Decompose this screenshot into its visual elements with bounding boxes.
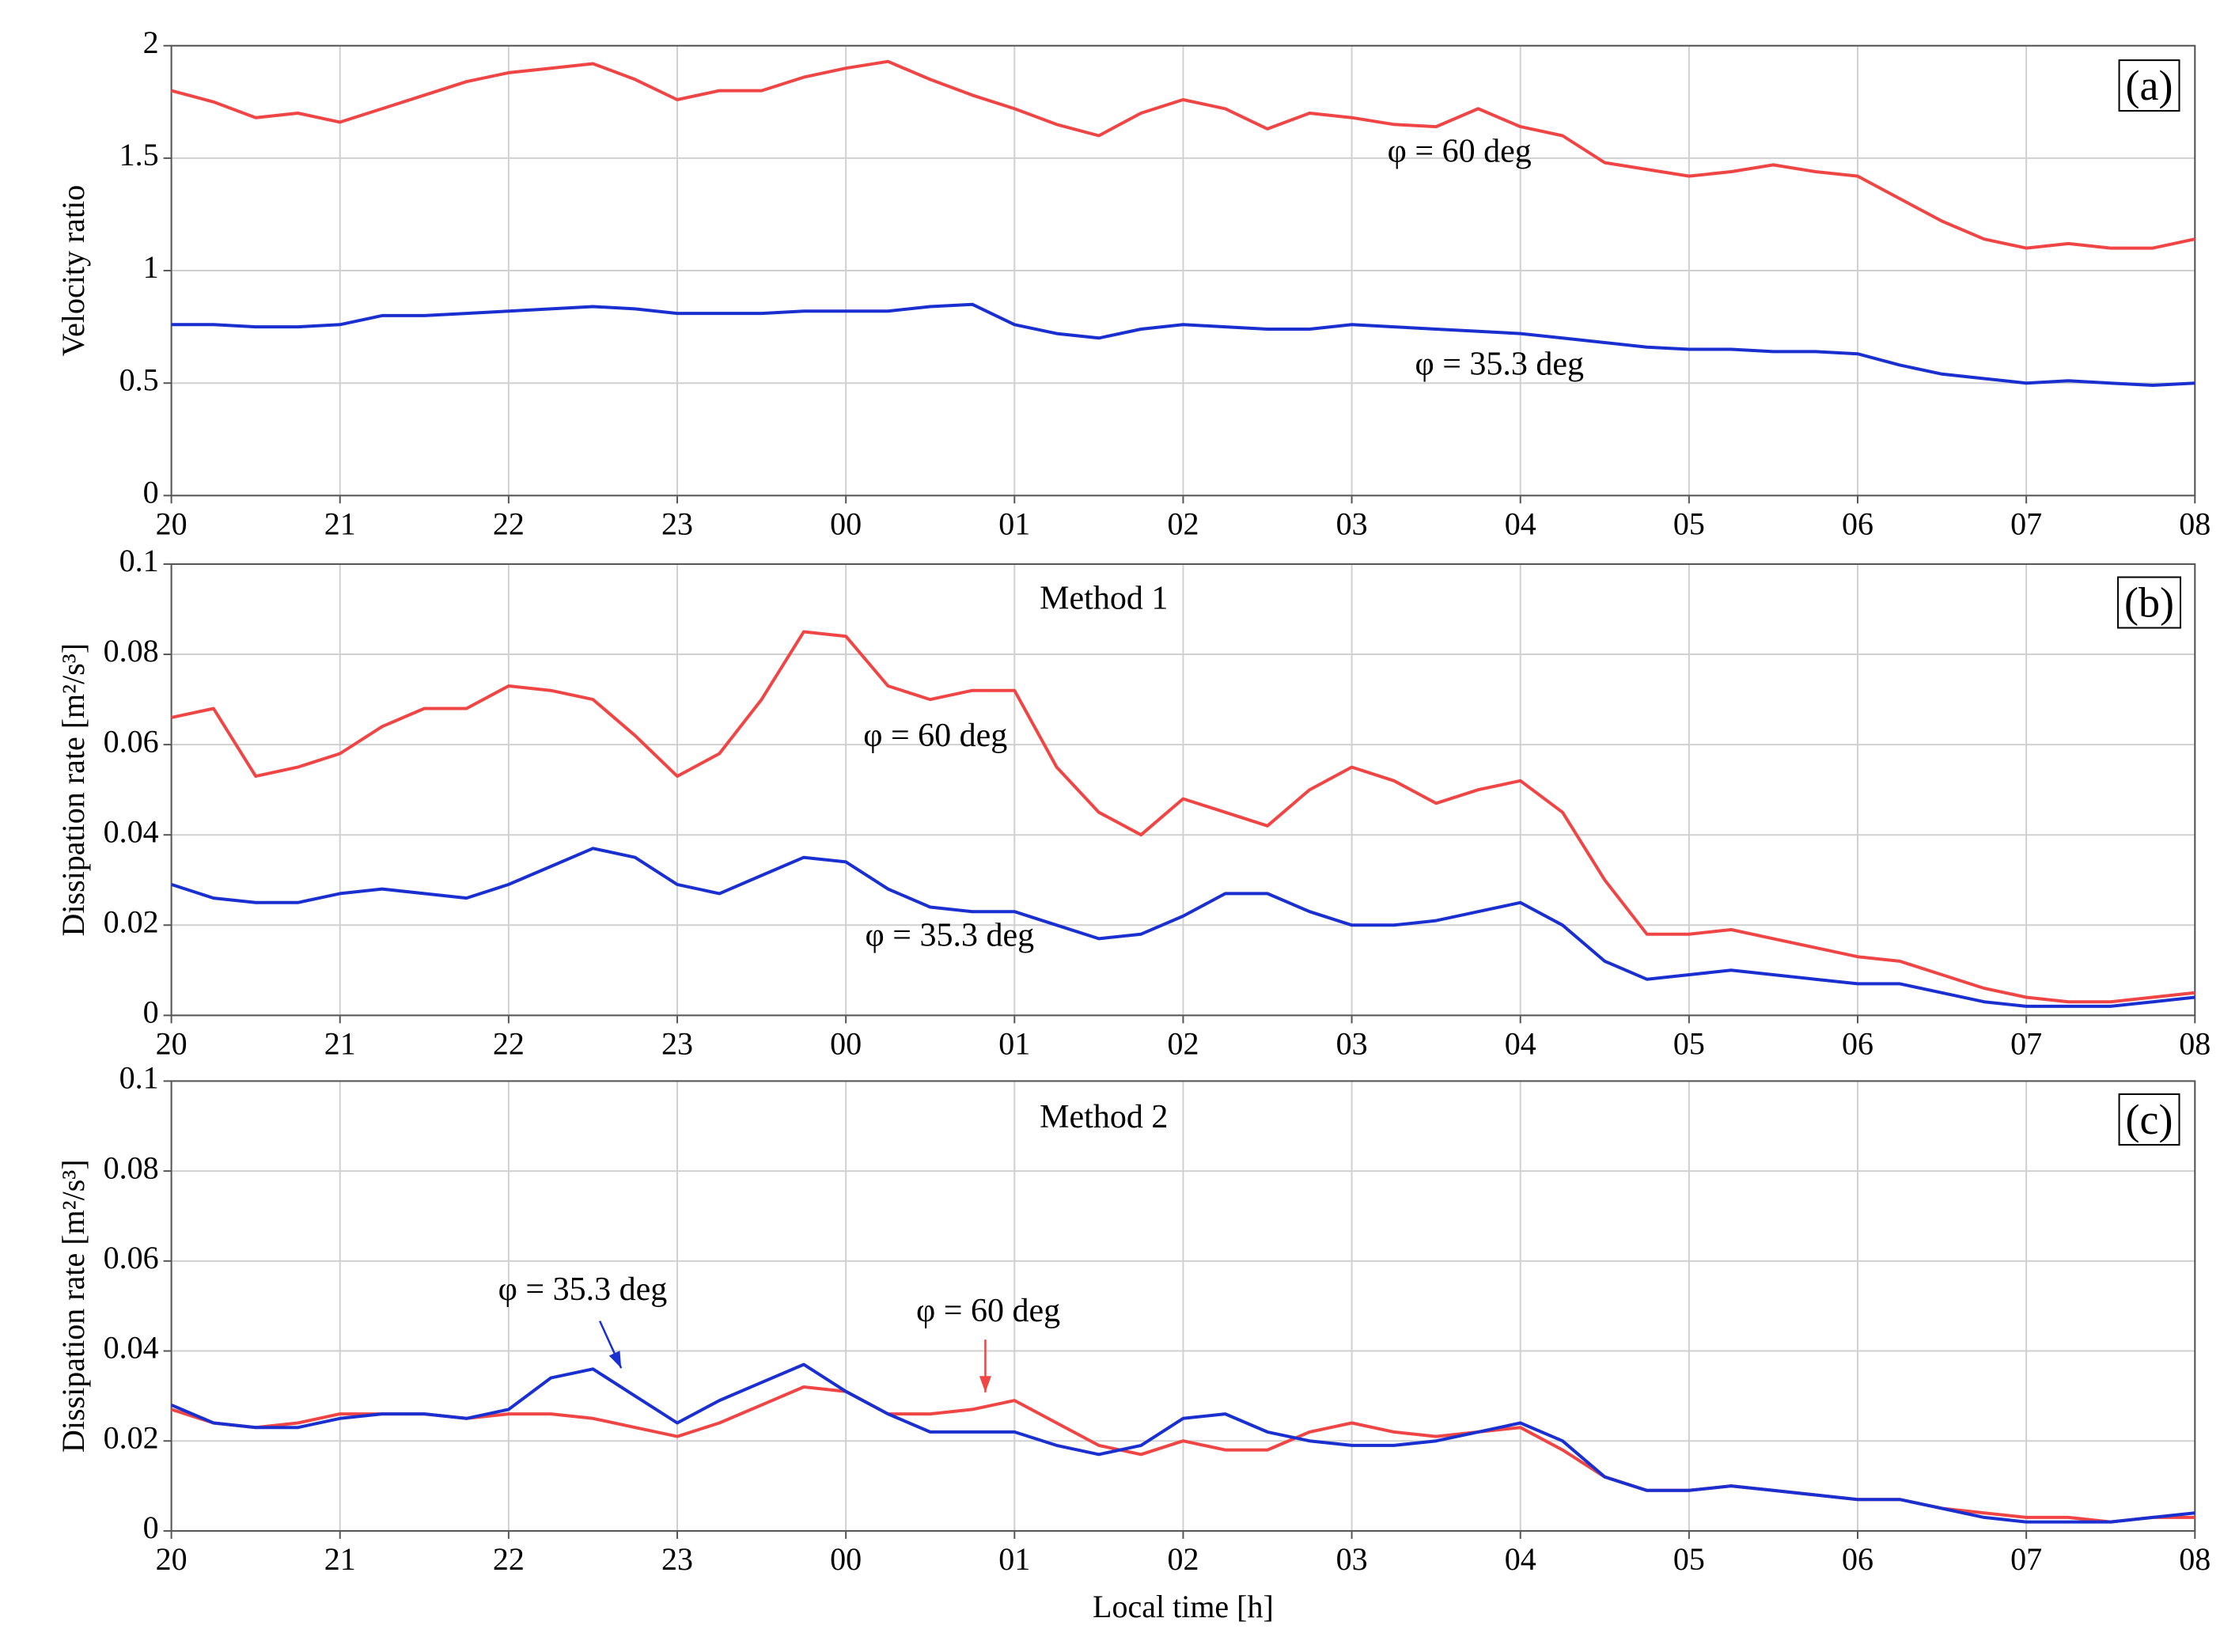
- x-tick-label: 23: [661, 506, 693, 542]
- x-tick-label: 06: [1842, 506, 1873, 542]
- x-tick-label: 03: [1336, 506, 1368, 542]
- annotation: φ = 35.3 deg: [498, 1271, 668, 1308]
- arrow-head: [608, 1351, 622, 1369]
- y-tick-label: 0.1: [119, 1060, 159, 1096]
- y-tick-label: 0: [143, 1510, 159, 1545]
- y-tick-label: 0.06: [104, 723, 159, 759]
- x-tick-label: 08: [2179, 1541, 2211, 1577]
- x-tick-label: 08: [2179, 506, 2211, 542]
- x-tick-label: 00: [830, 1541, 862, 1577]
- data-line: [170, 847, 2195, 1008]
- x-tick-label: 07: [2010, 1541, 2042, 1577]
- x-tick-label: 01: [998, 1541, 1030, 1577]
- x-tick-label: 02: [1167, 1541, 1199, 1577]
- annotation: φ = 60 deg: [916, 1293, 1060, 1329]
- panel: 20 21 22 23 00 01 02 03 04 05 06 07 08 0 0.02 0.04 0.06 0…: [55, 543, 2211, 1061]
- plot-frame: [170, 563, 2196, 1017]
- y-axis-label: Velocity ratio: [55, 185, 91, 357]
- data-line: [171, 630, 2195, 1004]
- x-tick-label: 22: [493, 1026, 525, 1062]
- x-tick-label: 00: [830, 506, 862, 542]
- y-tick-label: 0.08: [104, 1150, 159, 1185]
- plot-frame: [170, 44, 2196, 497]
- x-tick-label: 08: [2179, 1026, 2211, 1062]
- x-tick-label: 07: [2010, 506, 2042, 542]
- x-tick-label: 03: [1336, 1541, 1368, 1577]
- x-tick-label: 04: [1505, 1026, 1536, 1062]
- y-tick-label: 0.1: [119, 543, 159, 578]
- annotation: φ = 60 deg: [1388, 134, 1532, 170]
- y-tick-label: 0.02: [104, 904, 159, 939]
- x-tick-label: 21: [324, 506, 356, 542]
- y-axis-label: Dissipation rate [m²/s³]: [55, 1159, 91, 1453]
- y-tick-label: 2: [143, 25, 159, 60]
- annotation-box: [2118, 1093, 2180, 1146]
- x-tick-label: 02: [1167, 506, 1199, 542]
- y-tick-label: 0: [143, 475, 159, 510]
- x-tick-label: 07: [2010, 1026, 2042, 1062]
- x-tick-label: 20: [156, 1541, 188, 1577]
- x-tick-label: 04: [1505, 1541, 1536, 1577]
- x-tick-label: 00: [830, 1026, 862, 1062]
- x-axis-label: Local time [h]: [1093, 1589, 1274, 1624]
- y-tick-label: 0.5: [119, 362, 159, 397]
- y-tick-label: 1.5: [119, 137, 159, 172]
- x-tick-label: 22: [493, 1541, 525, 1577]
- annotation: φ = 35.3 deg: [866, 918, 1035, 954]
- x-tick-label: 01: [998, 1026, 1030, 1062]
- annotation: Method 1: [1040, 581, 1168, 617]
- panel: 20 21 22 23 00 01 02 03 04 05 06 07 08 0 0.02 0.04 0.06 0…: [55, 1060, 2211, 1625]
- annotation-box: [2117, 576, 2182, 629]
- x-tick-label: 21: [324, 1541, 356, 1577]
- annotation: φ = 60 deg: [863, 718, 1007, 754]
- x-tick-label: 02: [1167, 1026, 1199, 1062]
- data-line: [171, 59, 2195, 250]
- annotation: (a): [2126, 62, 2173, 109]
- x-tick-label: 06: [1842, 1541, 1873, 1577]
- annotation: (c): [2126, 1096, 2173, 1143]
- x-tick-label: 22: [493, 506, 525, 542]
- x-tick-label: 05: [1673, 506, 1705, 542]
- y-tick-label: 0.04: [104, 1330, 159, 1366]
- x-tick-label: 05: [1673, 1541, 1705, 1577]
- x-tick-label: 01: [998, 506, 1030, 542]
- x-tick-label: 05: [1673, 1026, 1705, 1062]
- x-tick-label: 21: [324, 1026, 356, 1062]
- data-line: [171, 302, 2195, 387]
- y-tick-label: 0.08: [104, 633, 159, 669]
- annotation: Method 2: [1040, 1099, 1168, 1135]
- plot-frame: [170, 1080, 2196, 1532]
- y-axis-label: Dissipation rate [m²/s³]: [55, 643, 91, 937]
- x-tick-label: 06: [1842, 1026, 1873, 1062]
- y-tick-label: 0.02: [104, 1419, 159, 1455]
- y-tick-label: 1: [143, 249, 159, 285]
- y-tick-label: 0.06: [104, 1240, 159, 1275]
- y-tick-label: 0.04: [104, 813, 159, 849]
- x-tick-label: 03: [1336, 1026, 1368, 1062]
- x-tick-label: 23: [661, 1541, 693, 1577]
- data-line: [170, 1362, 2195, 1524]
- x-tick-label: 23: [661, 1026, 693, 1062]
- annotation-box: [2118, 59, 2180, 112]
- x-tick-label: 20: [156, 506, 188, 542]
- y-tick-label: 0: [143, 995, 159, 1030]
- x-tick-label: 04: [1505, 506, 1536, 542]
- panel: 20 21 22 23 00 01 02 03 04 05 06 07 08 0 0.5 1 1.5 2 Veloc…: [55, 25, 2211, 542]
- x-tick-label: 20: [156, 1026, 188, 1062]
- annotation: φ = 35.3 deg: [1415, 347, 1584, 383]
- arrow-head: [979, 1376, 991, 1392]
- annotation: (b): [2124, 579, 2174, 627]
